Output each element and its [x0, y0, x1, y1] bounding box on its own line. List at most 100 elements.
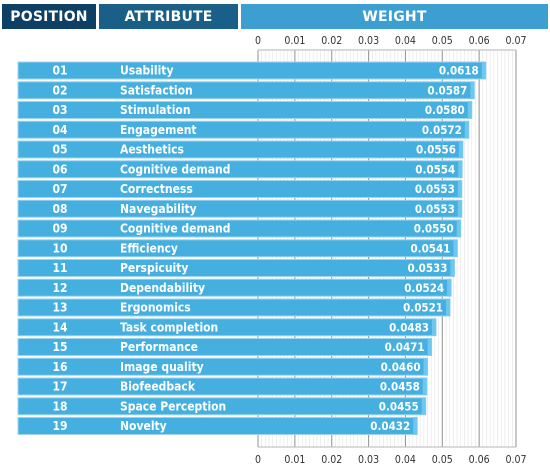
x-tick-label-bottom: 0: [255, 454, 261, 466]
position-label: 01: [52, 64, 67, 78]
value-label: 0.0550: [414, 222, 454, 236]
bar: [17, 140, 464, 159]
x-tick-label-top: 0.07: [505, 35, 526, 47]
position-header: POSITION: [2, 4, 96, 29]
value-label: 0.0556: [416, 143, 456, 157]
bar: [17, 61, 487, 80]
attribute-label: Navegability: [120, 202, 197, 216]
bar-cap: [427, 338, 432, 356]
position-label: 19: [52, 419, 67, 433]
bar: [17, 180, 463, 198]
bar: [17, 318, 437, 337]
attribute-label: Novelty: [120, 419, 167, 433]
position-label: 05: [52, 143, 67, 157]
attribute-label: Cognitive demand: [120, 222, 230, 236]
position-label: 03: [52, 103, 67, 117]
bar: [17, 81, 475, 100]
bar: [17, 160, 463, 179]
bar-cap: [457, 200, 462, 218]
attribute-label: Aesthetics: [120, 143, 184, 157]
value-label: 0.0471: [385, 340, 425, 354]
attribute-label: Space Perception: [120, 399, 226, 413]
x-tick-label-bottom: 0.02: [321, 454, 342, 466]
value-label: 0.0580: [425, 103, 465, 117]
bar-cap: [458, 141, 463, 158]
x-tick-label-top: 0.04: [395, 35, 416, 47]
value-label: 0.0618: [439, 64, 479, 78]
bar-cap: [432, 318, 437, 336]
value-label: 0.0460: [381, 360, 421, 374]
value-label: 0.0572: [422, 123, 462, 137]
position-label: 13: [52, 301, 67, 315]
value-label: 0.0553: [415, 182, 455, 196]
attribute-label: Biofeedback: [120, 380, 196, 394]
position-label: 04: [52, 123, 68, 137]
attribute-header: ATTRIBUTE: [99, 4, 238, 29]
bar-cap: [467, 101, 472, 119]
bar-cap: [450, 259, 455, 277]
weight-header: WEIGHT: [241, 4, 548, 29]
value-label: 0.0554: [415, 162, 455, 176]
bar-cap: [421, 397, 426, 415]
x-tick-label-top: 0: [255, 35, 261, 47]
bar-cap: [422, 378, 427, 395]
x-tick-label-top: 0.01: [284, 35, 305, 47]
x-tick-label-bottom: 0.01: [284, 454, 305, 466]
value-label: 0.0524: [404, 281, 444, 295]
attribute-label: Efficiency: [120, 241, 178, 255]
attribute-label: Performance: [120, 340, 198, 354]
x-tick-label-top: 0.03: [358, 35, 379, 47]
attribute-label: Usability: [120, 64, 174, 78]
attribute-label: Satisfaction: [120, 83, 193, 97]
bar-cap: [447, 279, 452, 297]
position-label: 12: [52, 281, 67, 295]
position-label: 16: [52, 360, 67, 374]
bar: [17, 417, 418, 435]
bar: [17, 377, 428, 396]
position-label: 18: [52, 399, 67, 413]
attribute-label: Dependability: [120, 281, 205, 295]
attribute-label: Ergonomics: [120, 301, 191, 315]
position-label: 10: [52, 241, 67, 255]
value-label: 0.0521: [403, 301, 443, 315]
x-tick-label-top: 0.02: [321, 35, 342, 47]
x-tick-label-bottom: 0.06: [469, 454, 490, 466]
x-tick-label-top: 0.05: [432, 35, 453, 47]
bar-cap: [457, 180, 462, 198]
bar: [17, 199, 463, 218]
bar-cap: [464, 121, 469, 139]
attribute-label: Stimulation: [120, 103, 191, 117]
x-tick-label-bottom: 0.03: [358, 454, 379, 466]
position-label: 17: [52, 380, 67, 394]
value-label: 0.0483: [389, 320, 429, 334]
bar-cap: [453, 239, 458, 257]
bar-cap: [423, 358, 428, 376]
position-label: 11: [52, 261, 67, 275]
attribute-label: Engagement: [120, 123, 197, 137]
bar-cap: [456, 220, 461, 237]
bar: [17, 219, 462, 238]
value-label: 0.0553: [415, 202, 455, 216]
bar-cap: [470, 81, 475, 99]
x-tick-label-bottom: 0.05: [432, 454, 453, 466]
value-label: 0.0587: [427, 83, 467, 97]
position-label: 14: [52, 320, 68, 334]
attribute-label: Correctness: [120, 182, 193, 196]
position-label: 07: [52, 182, 67, 196]
bar: [17, 239, 458, 258]
x-tick-label-top: 0.06: [469, 35, 490, 47]
value-label: 0.0533: [408, 261, 448, 275]
x-tick-label-bottom: 0.07: [505, 454, 526, 466]
bar: [17, 259, 455, 277]
bar-cap: [481, 62, 486, 79]
attribute-label: Task completion: [120, 320, 218, 334]
bar: [17, 338, 433, 356]
x-tick-label-bottom: 0.04: [395, 454, 416, 466]
bar: [17, 278, 452, 297]
attribute-label: Image quality: [120, 360, 204, 374]
value-label: 0.0455: [379, 399, 419, 413]
position-label: 06: [52, 162, 67, 176]
bar-cap: [458, 160, 463, 178]
